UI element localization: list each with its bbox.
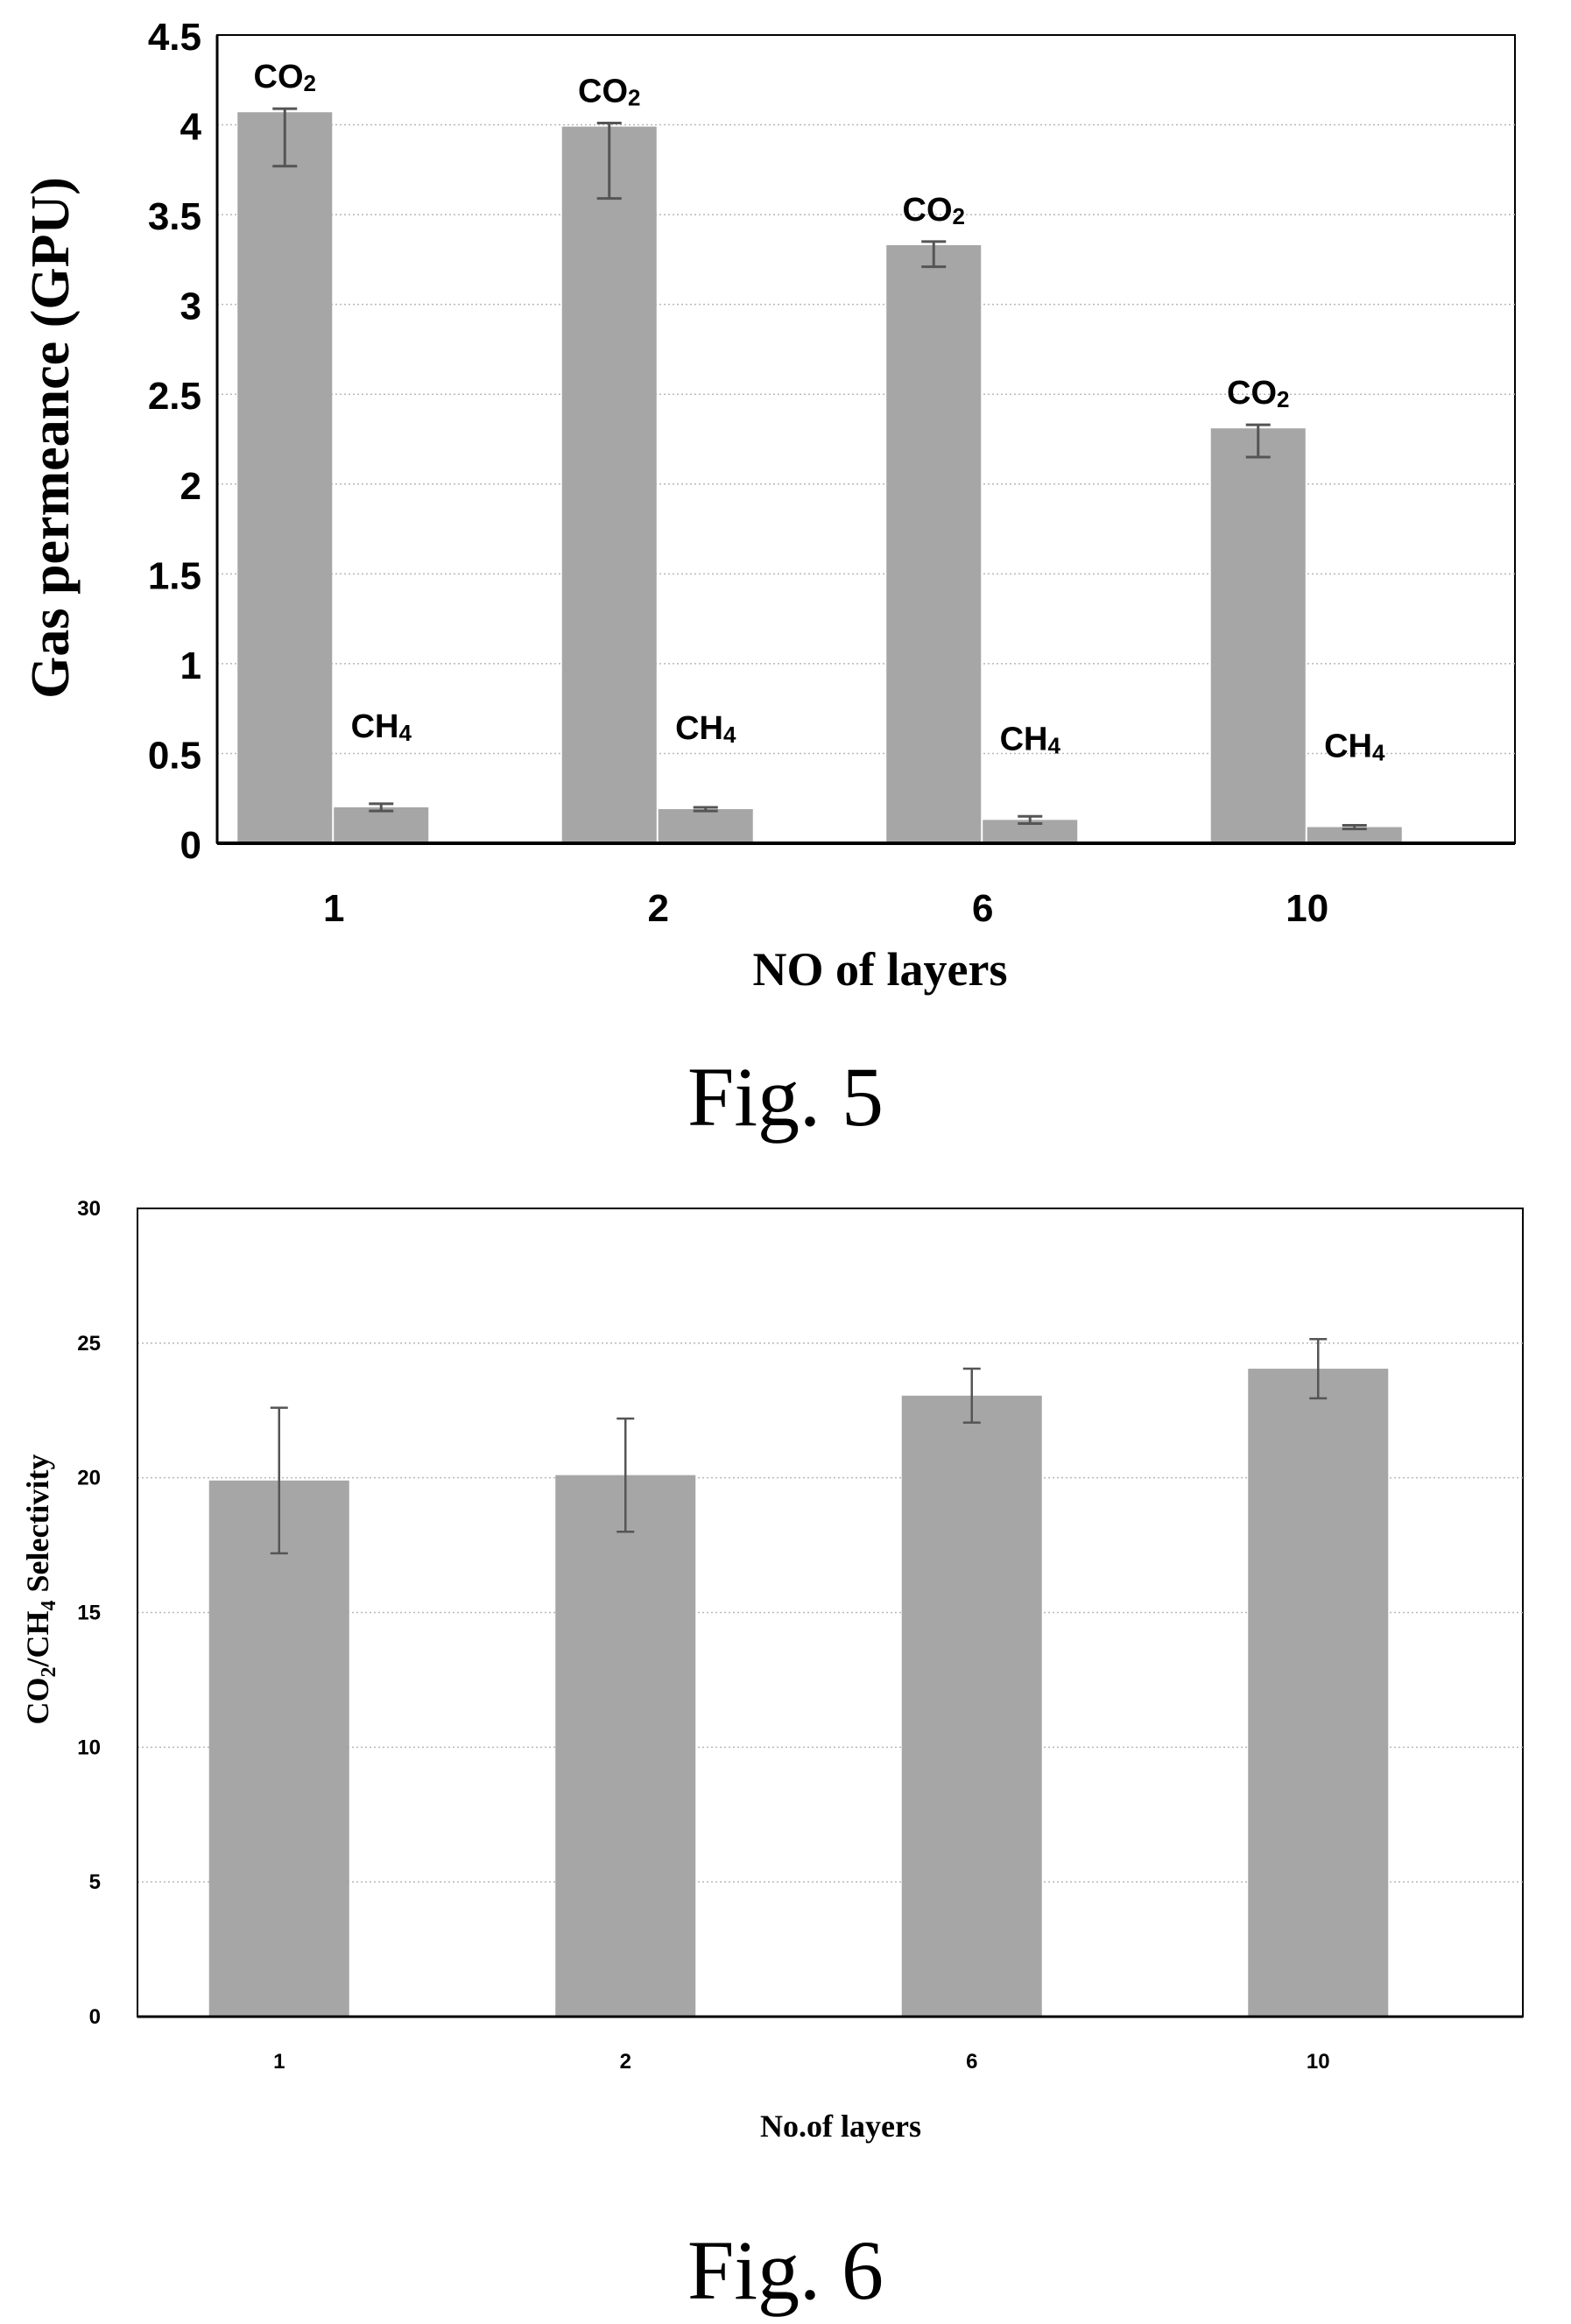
fig5-bar-labels: CO2 CH4 CO2 CH4 CO2 CH4 CO2 CH4 [254, 59, 1385, 765]
fig5-y-tick-label: 1.5 [148, 554, 201, 597]
fig5-caption: Fig. 5 [687, 1050, 884, 1144]
fig5-error-bars [272, 107, 1367, 831]
fig6-y-tick-label: 30 [77, 1197, 101, 1221]
fig5-y-tick-label: 3 [180, 285, 201, 328]
fig5-y-tick-label: 2 [180, 465, 201, 508]
fig5-error-bar [1342, 823, 1367, 831]
fig5-bar-label-ch4: CH4 [1324, 729, 1385, 766]
fig6-gridlines [137, 1342, 1523, 1883]
fig5-bar-ch4 [334, 806, 429, 843]
fig6-y-tick-label: 20 [77, 1467, 101, 1490]
fig5-y-tick-labels: 0 0.5 1 1.5 2 2.5 3 3.5 4 4.5 [148, 16, 202, 867]
fig5-y-tick-label: 0.5 [148, 734, 201, 777]
fig5-y-tick-label: 1 [180, 644, 201, 687]
fig5-error-bar [1245, 423, 1271, 459]
fig5-x-tick-label: 6 [972, 887, 993, 930]
fig6-error-bar [1309, 1337, 1328, 1400]
fig6-y-tick-label: 15 [77, 1602, 101, 1625]
fig5-x-axis-title: NO of layers [753, 943, 1008, 996]
fig5-y-tick-label: 2.5 [148, 375, 201, 418]
fig5-bar-label-co2: CO2 [578, 74, 640, 111]
chart-fig5: 00.511.522.533.544.5 CO2CH4CO2CH4CO2CH4C… [21, 16, 1516, 996]
fig6-y-axis-title: CO2/CH4 Selectivity [20, 1454, 60, 1725]
fig6-error-bar [962, 1367, 981, 1424]
fig6-y-tick-label: 0 [89, 2005, 101, 2029]
fig6-caption: Fig. 6 [687, 2223, 884, 2317]
fig5-bar-co2 [1210, 428, 1306, 843]
fig5-bar-ch4 [658, 809, 753, 843]
fig5-bars [237, 112, 1402, 844]
fig5-gridlines [217, 123, 1515, 755]
fig5-bar-label-co2: CO2 [903, 192, 965, 229]
fig6-bar [901, 1395, 1042, 2017]
fig5-y-axis-title: Gas permeance (GPU) [21, 177, 81, 699]
fig6-x-tick-label: 1 [273, 2050, 285, 2074]
fig5-plot-frame [216, 34, 1516, 844]
fig5-bar-co2 [886, 244, 982, 844]
fig6-x-tick-labels: 1 2 6 10 [273, 2050, 1330, 2074]
fig5-error-bar [272, 107, 298, 168]
fig6-bar [208, 1480, 349, 2017]
fig5-bar-label-co2: CO2 [1227, 375, 1289, 412]
fig6-y-tick-label: 10 [77, 1736, 101, 1759]
fig5-error-bar [596, 122, 622, 201]
fig5-error-bar [369, 802, 394, 813]
fig5-x-tick-labels: 1 2 6 10 [323, 887, 1328, 930]
fig6-bar [1248, 1369, 1389, 2017]
fig6-error-bars [270, 1337, 1328, 1555]
fig6-y-tick-label: 5 [89, 1870, 101, 1894]
fig5-bar-label-ch4: CH4 [675, 710, 736, 748]
fig5-bar-co2 [237, 112, 333, 844]
fig6-bars [208, 1369, 1389, 2017]
fig5-error-bar [921, 240, 947, 269]
fig5-x-tick-label: 1 [323, 887, 344, 930]
fig5-bar-label-ch4: CH4 [351, 708, 412, 746]
fig5-y-tick-label: 4 [180, 106, 202, 149]
fig5-error-bar [1018, 814, 1043, 825]
fig6-x-tick-label: 2 [620, 2050, 631, 2074]
fig5-x-tick-label: 10 [1286, 887, 1328, 930]
fig6-y-tick-label: 25 [77, 1332, 101, 1356]
fig6-x-tick-label: 6 [966, 2050, 977, 2074]
fig6-bar [555, 1475, 696, 2017]
fig6-y-tick-labels: 0 5 10 15 20 25 30 [77, 1197, 101, 2029]
fig5-y-tick-label: 0 [180, 824, 201, 867]
fig6-error-bar [270, 1406, 288, 1555]
fig5-error-bar [693, 806, 718, 813]
fig5-x-tick-label: 2 [648, 887, 669, 930]
fig5-bar-co2 [561, 126, 657, 843]
chart-fig6: 0 5 10 15 20 25 30 1 2 6 10 No.of layers CO2/CH4 … [20, 1197, 1524, 2144]
fig6-error-bar [616, 1417, 635, 1533]
fig5-bar-ch4 [1307, 827, 1402, 843]
fig5-y-tick-label: 3.5 [148, 195, 201, 238]
fig5-y-tick-label: 4.5 [148, 16, 201, 59]
fig5-bar-label-ch4: CH4 [1000, 721, 1061, 758]
fig6-x-tick-label: 10 [1307, 2050, 1330, 2074]
fig5-bar-label-co2: CO2 [254, 59, 316, 96]
fig6-x-axis-title: No.of layers [760, 2109, 921, 2144]
